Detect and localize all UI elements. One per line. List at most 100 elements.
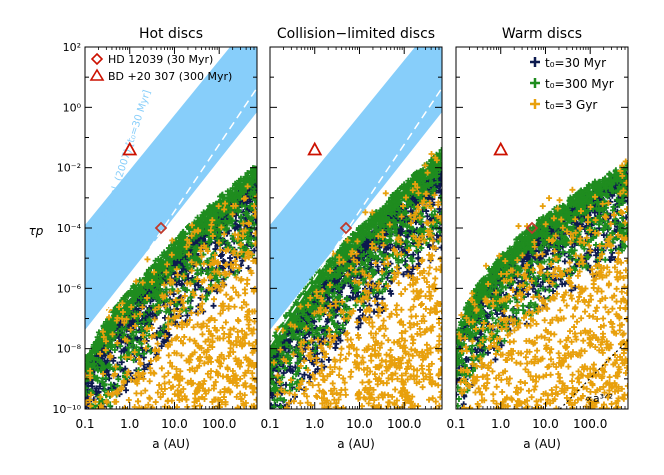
scatter-point	[156, 382, 163, 389]
scatter-point	[193, 261, 200, 268]
scatter-point	[119, 309, 126, 316]
scatter-point	[219, 265, 226, 272]
scatter-point	[221, 206, 228, 213]
scatter-point	[171, 391, 178, 398]
scatter-point	[133, 377, 140, 384]
scatter-point	[229, 367, 236, 374]
scatter-point	[173, 365, 180, 372]
scatter-point	[434, 169, 441, 176]
scatter-point	[238, 183, 245, 190]
scatter-point	[216, 208, 223, 215]
scatter-point	[204, 292, 211, 299]
scatter-point	[112, 323, 119, 330]
scatter-point	[252, 212, 257, 219]
scatter-point	[186, 336, 193, 343]
scatter-point	[352, 302, 359, 309]
scatter-point	[388, 229, 395, 236]
scatter-point	[229, 217, 236, 224]
scatter-point	[245, 248, 252, 255]
scatter-point	[251, 385, 257, 392]
x-tick-label: 1.0	[120, 417, 139, 431]
scatter-point	[346, 241, 353, 248]
scatter-point	[270, 363, 275, 370]
scatter-point	[139, 279, 146, 286]
scatter-point	[139, 328, 146, 335]
scatter-point	[192, 253, 199, 260]
scatter-point	[371, 286, 378, 293]
scatter-point	[120, 379, 127, 386]
scatter-point	[124, 371, 131, 378]
scatter-point	[195, 310, 202, 317]
scatter-point	[283, 341, 290, 348]
scatter-point	[245, 254, 252, 261]
scatter-point	[99, 328, 106, 335]
scatter-point	[118, 386, 125, 393]
scatter-point	[184, 224, 191, 231]
scatter-point	[197, 248, 204, 255]
scatter-point	[220, 258, 227, 265]
scatter-point	[222, 319, 229, 326]
scatter-point	[162, 303, 169, 310]
scatter-point	[245, 321, 252, 328]
scatter-point	[343, 244, 350, 251]
scatter-point	[140, 350, 147, 357]
scatter-point	[227, 326, 234, 333]
scatter-point	[235, 195, 242, 202]
scatter-point	[111, 307, 118, 314]
scatter-point	[142, 345, 149, 352]
scatter-point	[177, 389, 184, 396]
scatter-point	[212, 379, 219, 386]
wyatt-band	[270, 47, 442, 330]
scatter-point	[333, 340, 340, 347]
scatter-point	[180, 273, 187, 280]
scatter-point	[247, 383, 254, 390]
scatter-point	[139, 304, 146, 311]
scatter-point	[111, 370, 118, 377]
scatter-point	[202, 227, 209, 234]
scatter-point	[249, 370, 256, 377]
scatter-point	[225, 352, 232, 359]
scatter-point	[85, 399, 89, 406]
scatter-point	[181, 249, 188, 256]
scatter-point	[252, 258, 257, 265]
scatter-point	[198, 253, 205, 260]
scatter-point	[225, 305, 232, 312]
scatter-point	[184, 298, 191, 305]
scatter-point	[201, 360, 208, 367]
scatter-point	[161, 281, 168, 288]
scatter-point	[123, 316, 130, 323]
scatter-point	[237, 277, 244, 284]
scatter-points	[270, 146, 442, 409]
scatter-point	[388, 211, 395, 218]
scatter-point	[205, 239, 212, 246]
scatter-point	[99, 365, 106, 372]
scatter-point	[175, 312, 182, 319]
scatter-point	[212, 396, 219, 403]
scatter-point	[219, 251, 226, 258]
scatter-point	[103, 398, 110, 405]
panel-title: Collision−limited discs	[277, 26, 435, 42]
scatter-point	[226, 214, 233, 221]
scatter-point	[357, 264, 364, 271]
scatter-point	[134, 398, 141, 405]
scatter-point	[251, 221, 257, 228]
scatter-point	[165, 321, 172, 328]
scatter-point	[209, 232, 216, 239]
scatter-point	[181, 333, 188, 340]
scatter-point	[241, 392, 248, 399]
scatter-point	[139, 371, 146, 378]
scatter-point	[395, 244, 402, 251]
scatter-point	[199, 215, 206, 222]
scatter-point	[209, 398, 216, 405]
scatter-point	[179, 319, 186, 326]
scatter-point	[216, 284, 223, 291]
scatter-point	[158, 343, 165, 350]
scatter-point	[309, 331, 316, 338]
scatter-point	[226, 338, 233, 345]
scatter-point	[384, 244, 391, 251]
scatter-point	[164, 341, 171, 348]
scatter-point	[386, 236, 393, 243]
scatter-point	[108, 324, 115, 331]
scatter-point	[155, 354, 162, 361]
